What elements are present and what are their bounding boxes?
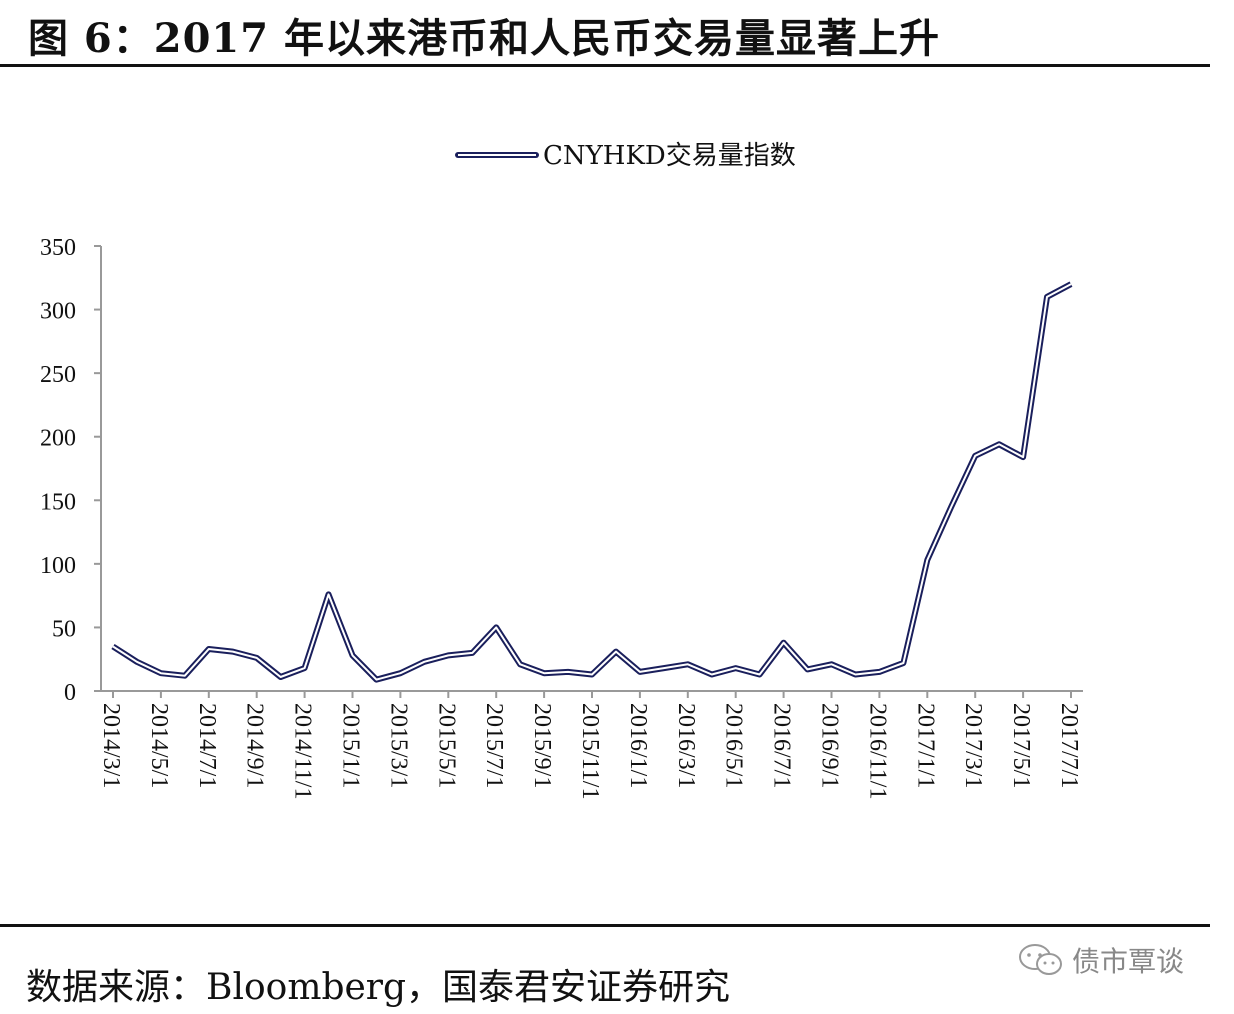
figure-title: 图 6：2017 年以来港币和人民币交易量显著上升 <box>28 15 941 62</box>
y-tick-label: 50 <box>52 616 76 642</box>
x-tick-label: 2016/1/1 <box>625 703 651 788</box>
line-chart: CNYHKD交易量指数 0 50 100 150 200 250 300 350 2014/3… <box>40 141 1083 799</box>
series-line <box>112 283 1072 681</box>
x-tick-label: 2016/3/1 <box>673 703 699 788</box>
bottom-rule <box>0 924 1210 927</box>
x-tick-label: 2014/7/1 <box>194 703 220 788</box>
x-tick-label: 2014/5/1 <box>146 703 172 788</box>
x-tick-label: 2016/5/1 <box>721 703 747 788</box>
y-tick-label: 300 <box>40 299 76 325</box>
x-axis: 2014/3/1 2014/5/1 2014/7/1 2014/9/1 2014/11/… <box>98 690 1083 799</box>
wechat-bubble-icon <box>1019 944 1062 975</box>
x-tick-label: 2014/11/1 <box>290 703 316 799</box>
x-tick-label: 2016/11/1 <box>864 703 890 799</box>
x-tick-label: 2015/5/1 <box>433 703 459 788</box>
data-source-note: 数据来源：Bloomberg，国泰君安证券研究 <box>26 967 731 1008</box>
x-tick-label: 2017/7/1 <box>1056 703 1082 788</box>
x-tick-label: 2017/5/1 <box>1008 703 1034 788</box>
chart-legend: CNYHKD交易量指数 <box>455 141 796 171</box>
y-axis: 0 50 100 150 200 250 300 350 <box>40 235 102 706</box>
y-tick-label: 200 <box>40 426 76 452</box>
y-tick-label: 250 <box>40 362 76 388</box>
watermark-text: 债市覃谈 <box>1072 945 1185 978</box>
x-tick-label: 2016/9/1 <box>817 703 843 788</box>
legend-label: CNYHKD交易量指数 <box>543 141 796 171</box>
x-tick-label: 2015/11/1 <box>577 703 603 799</box>
series-layer <box>111 281 1073 683</box>
watermark: 债市覃谈 <box>1018 940 1184 980</box>
y-tick-label: 350 <box>40 235 76 261</box>
x-tick-label: 2016/7/1 <box>769 703 795 788</box>
y-tick-label: 100 <box>40 553 76 579</box>
x-tick-label: 2014/3/1 <box>98 703 124 788</box>
series-line-outline <box>111 281 1073 683</box>
x-tick-label: 2017/3/1 <box>960 703 986 788</box>
x-tick-label: 2014/9/1 <box>242 703 268 788</box>
y-tick-label: 0 <box>64 680 76 706</box>
x-tick-label: 2015/1/1 <box>338 703 364 788</box>
x-tick-label: 2015/9/1 <box>529 703 555 788</box>
x-tick-label: 2015/7/1 <box>481 703 507 788</box>
x-tick-label: 2017/1/1 <box>912 703 938 788</box>
y-tick-label: 150 <box>40 489 76 515</box>
x-tick-label: 2015/3/1 <box>385 703 411 788</box>
top-rule <box>0 64 1210 67</box>
